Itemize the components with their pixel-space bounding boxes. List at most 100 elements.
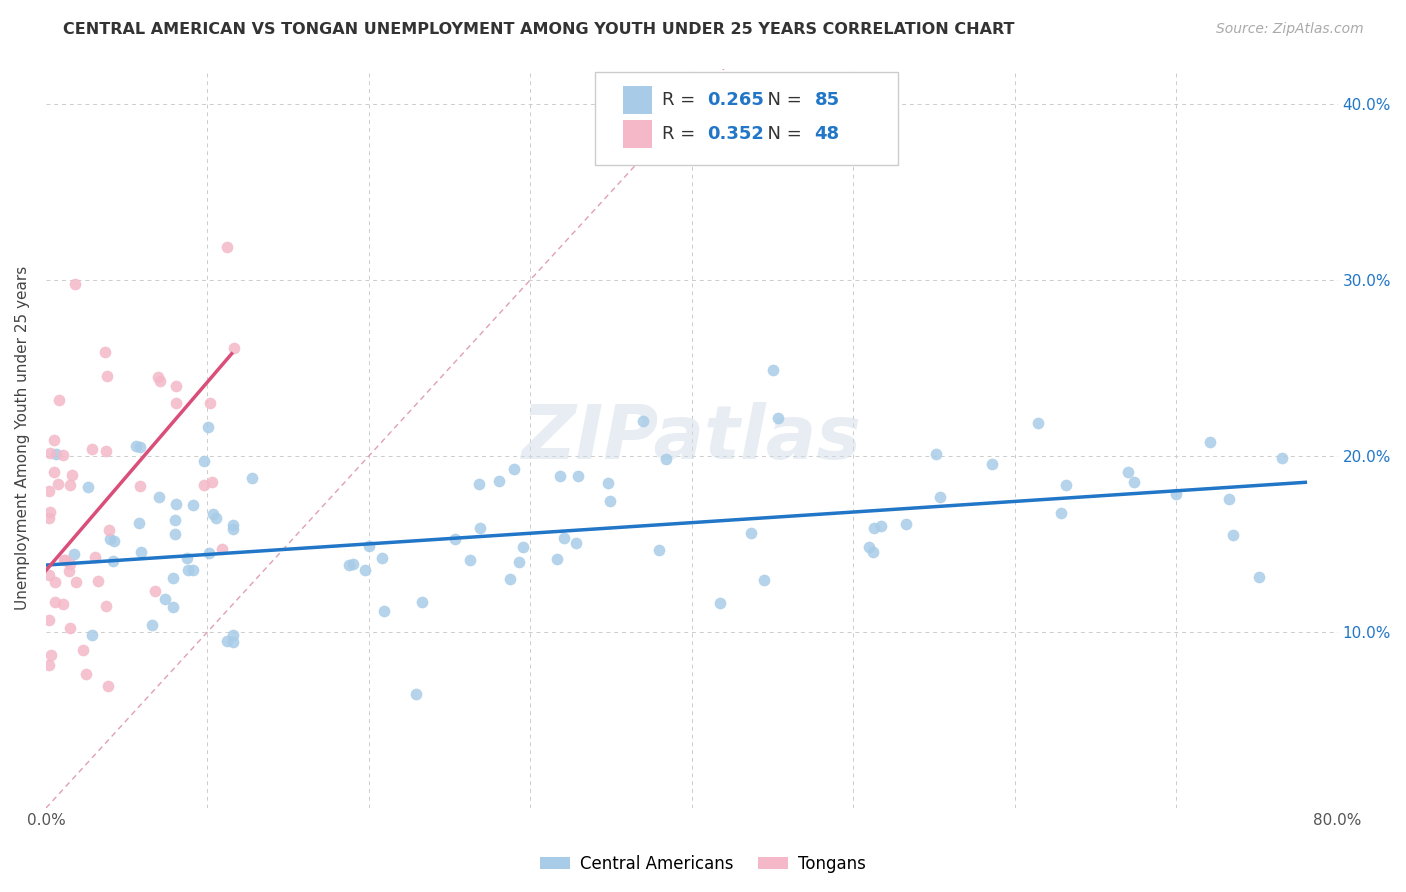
Point — [354, 563, 377, 577]
Point — [44, 465, 66, 479]
Point — [48, 393, 70, 408]
FancyBboxPatch shape — [623, 120, 652, 148]
Point — [405, 687, 427, 701]
Point — [52, 553, 75, 567]
Point — [96, 369, 118, 384]
Point — [222, 522, 245, 536]
Point — [165, 496, 187, 510]
Point — [357, 539, 380, 553]
Point — [38, 505, 60, 519]
Point — [1026, 416, 1049, 430]
Point — [222, 517, 245, 532]
Point — [599, 494, 621, 508]
Point — [193, 454, 215, 468]
Point — [103, 534, 125, 549]
Point — [508, 555, 530, 569]
Point — [1116, 466, 1139, 480]
Point — [654, 452, 676, 467]
Point — [38, 483, 60, 498]
Point — [176, 551, 198, 566]
Point — [44, 595, 66, 609]
Point — [93, 345, 115, 359]
Point — [165, 513, 187, 527]
Point — [1218, 491, 1240, 506]
Point — [512, 541, 534, 555]
Point — [83, 550, 105, 565]
Point — [38, 446, 60, 460]
Point — [101, 554, 124, 568]
Point — [153, 592, 176, 607]
Legend: Central Americans, Tongans: Central Americans, Tongans — [533, 848, 873, 880]
Point — [981, 457, 1004, 471]
Point — [94, 599, 117, 614]
Point — [499, 572, 522, 586]
Point — [52, 597, 75, 611]
Point — [38, 614, 60, 628]
Point — [567, 469, 589, 483]
Point — [240, 471, 263, 485]
Point — [165, 396, 187, 410]
Point — [929, 491, 952, 505]
Point — [1222, 528, 1244, 542]
Point — [631, 414, 654, 428]
Point — [565, 535, 588, 549]
Point — [222, 635, 245, 649]
Point — [1164, 487, 1187, 501]
Text: R =: R = — [662, 125, 702, 143]
Point — [129, 545, 152, 559]
Point — [761, 363, 783, 377]
Point — [80, 628, 103, 642]
Text: CENTRAL AMERICAN VS TONGAN UNEMPLOYMENT AMONG YOUTH UNDER 25 YEARS CORRELATION C: CENTRAL AMERICAN VS TONGAN UNEMPLOYMENT … — [63, 22, 1015, 37]
Point — [201, 508, 224, 522]
Point — [60, 468, 83, 483]
Point — [128, 516, 150, 530]
Point — [211, 542, 233, 557]
Text: Source: ZipAtlas.com: Source: ZipAtlas.com — [1216, 22, 1364, 37]
Point — [59, 557, 82, 571]
Point — [215, 633, 238, 648]
Point — [38, 511, 60, 525]
Point — [65, 575, 87, 590]
Point — [148, 370, 170, 384]
Point — [181, 563, 204, 577]
Point — [205, 510, 228, 524]
Point — [598, 476, 620, 491]
Point — [148, 491, 170, 505]
Point — [75, 667, 97, 681]
Text: N =: N = — [756, 125, 808, 143]
Y-axis label: Unemployment Among Youth under 25 years: Unemployment Among Youth under 25 years — [15, 266, 30, 610]
Point — [63, 277, 86, 291]
Point — [468, 521, 491, 535]
Point — [1247, 570, 1270, 584]
Point — [58, 478, 80, 492]
Point — [97, 680, 120, 694]
Point — [143, 583, 166, 598]
Point — [46, 476, 69, 491]
Point — [468, 477, 491, 491]
Text: N =: N = — [756, 91, 808, 110]
Point — [221, 627, 243, 641]
Point — [59, 621, 82, 635]
Point — [98, 532, 121, 546]
Text: 0.352: 0.352 — [707, 125, 765, 143]
Point — [222, 341, 245, 355]
Point — [460, 553, 482, 567]
Point — [1122, 475, 1144, 489]
Point — [709, 596, 731, 610]
Point — [181, 498, 204, 512]
Point — [443, 533, 465, 547]
Point — [1271, 451, 1294, 466]
Point — [337, 558, 360, 572]
Point — [177, 563, 200, 577]
Point — [87, 574, 110, 589]
Point — [862, 521, 884, 535]
Text: ZIPatlas: ZIPatlas — [522, 401, 862, 475]
Point — [373, 605, 395, 619]
Point — [342, 557, 364, 571]
Point — [128, 440, 150, 454]
Point — [38, 658, 60, 673]
Point — [201, 475, 224, 489]
Point — [77, 480, 100, 494]
Point — [80, 442, 103, 456]
Point — [869, 519, 891, 533]
